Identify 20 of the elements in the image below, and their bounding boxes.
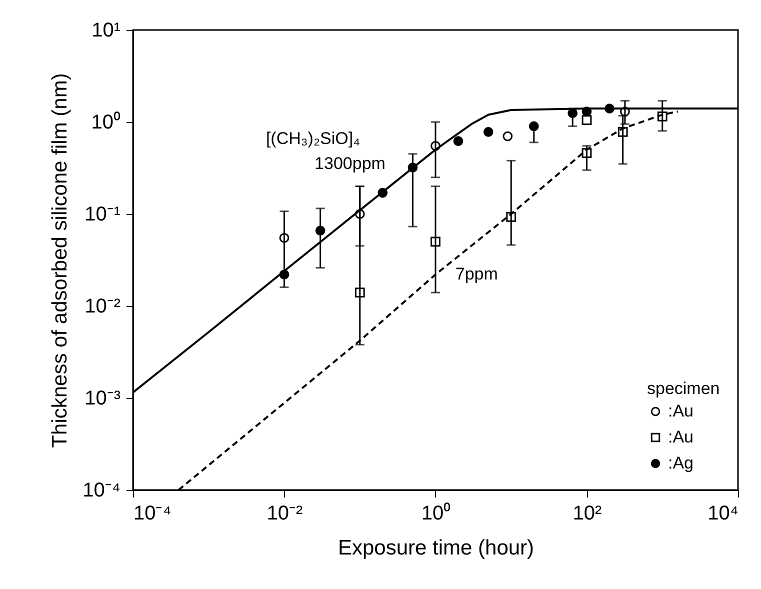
annotation: 1300ppm <box>314 154 386 173</box>
x-axis-title: Exposure time (hour) <box>338 536 534 560</box>
y-tick-label: 10⁻¹ <box>84 204 121 226</box>
x-tick-label: 10⁴ <box>708 502 738 524</box>
legend-label: :Au <box>668 402 694 420</box>
annotation: 7ppm <box>455 264 498 284</box>
x-tick-label: 10⁰ <box>421 502 451 524</box>
legend-label: :Au <box>668 428 694 446</box>
y-tick-label: 10¹ <box>92 20 121 42</box>
legend-label: :Ag <box>668 454 694 472</box>
x-tick-label: 10⁻² <box>266 502 304 524</box>
legend-title: specimen <box>647 379 720 398</box>
annotation: [(CH₃)₂SiO]₄ <box>266 129 360 148</box>
y-axis-title: Thickness of adsorbed silicone film (nm) <box>48 73 72 448</box>
x-tick-label: 10⁻⁴ <box>134 502 172 524</box>
y-tick-label: 10⁻⁴ <box>82 480 120 502</box>
x-tick-label: 10² <box>572 502 602 524</box>
y-tick-label: 10⁻² <box>84 296 121 318</box>
y-tick-label: 10⁻³ <box>84 388 121 410</box>
y-tick-label: 10⁰ <box>91 110 120 134</box>
